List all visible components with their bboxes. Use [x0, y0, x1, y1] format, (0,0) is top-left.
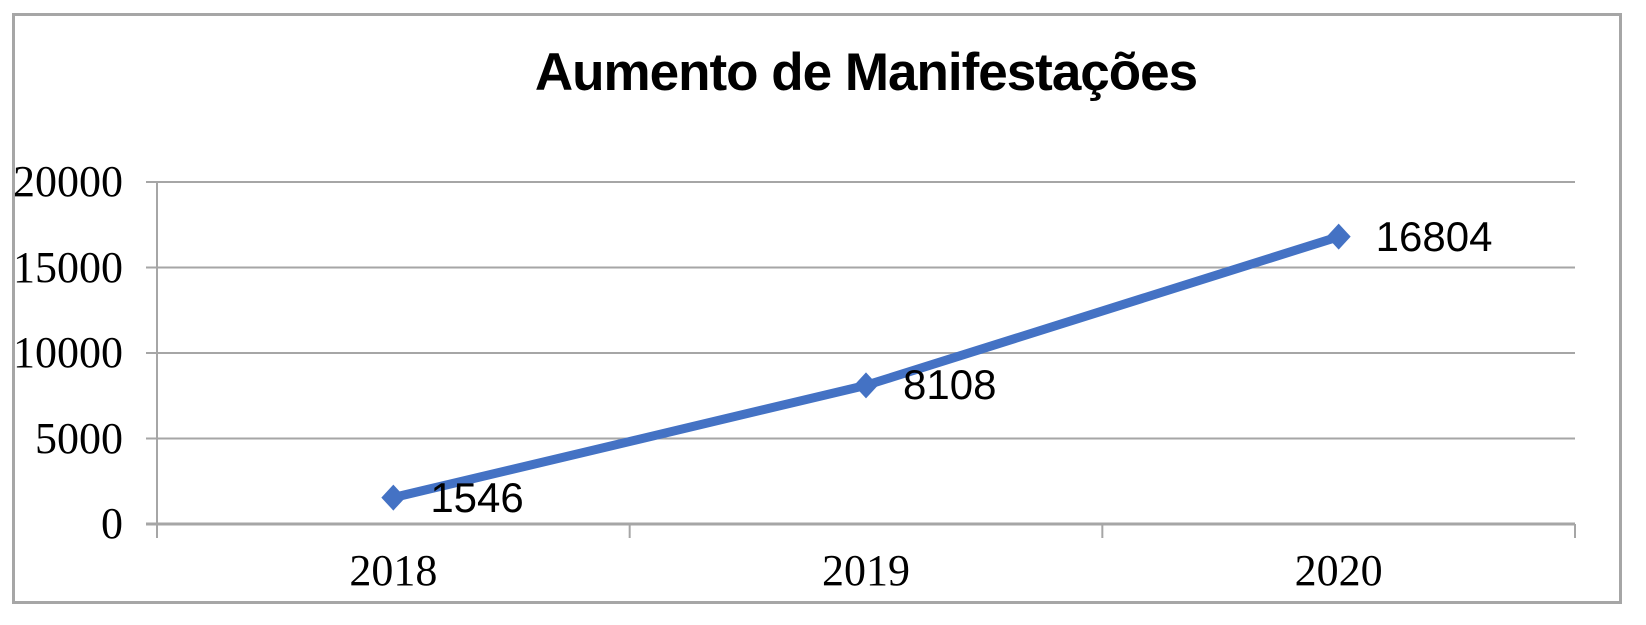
data-point-label: 16804	[1375, 212, 1493, 260]
y-axis-tick-label: 20000	[13, 157, 123, 206]
x-axis-tick-label: 2020	[1294, 546, 1383, 595]
y-axis-tick-label: 10000	[13, 328, 123, 377]
x-axis-tick-label: 2018	[349, 546, 438, 595]
series-line	[388, 232, 1344, 503]
chart-title: Aumento de Manifestações	[534, 43, 1198, 102]
y-axis-tick-label: 0	[101, 499, 123, 548]
data-point-label: 8108	[903, 361, 997, 409]
data-point-label: 1546	[430, 473, 524, 521]
data-point-marker	[854, 372, 878, 399]
chart-frame	[12, 13, 1622, 604]
x-axis-tick-label: 2019	[822, 546, 910, 595]
y-axis-tick-label: 15000	[13, 242, 123, 292]
y-axis-tick-label: 5000	[35, 413, 123, 463]
data-point-marker	[1326, 223, 1351, 250]
data-point-marker	[381, 484, 406, 511]
